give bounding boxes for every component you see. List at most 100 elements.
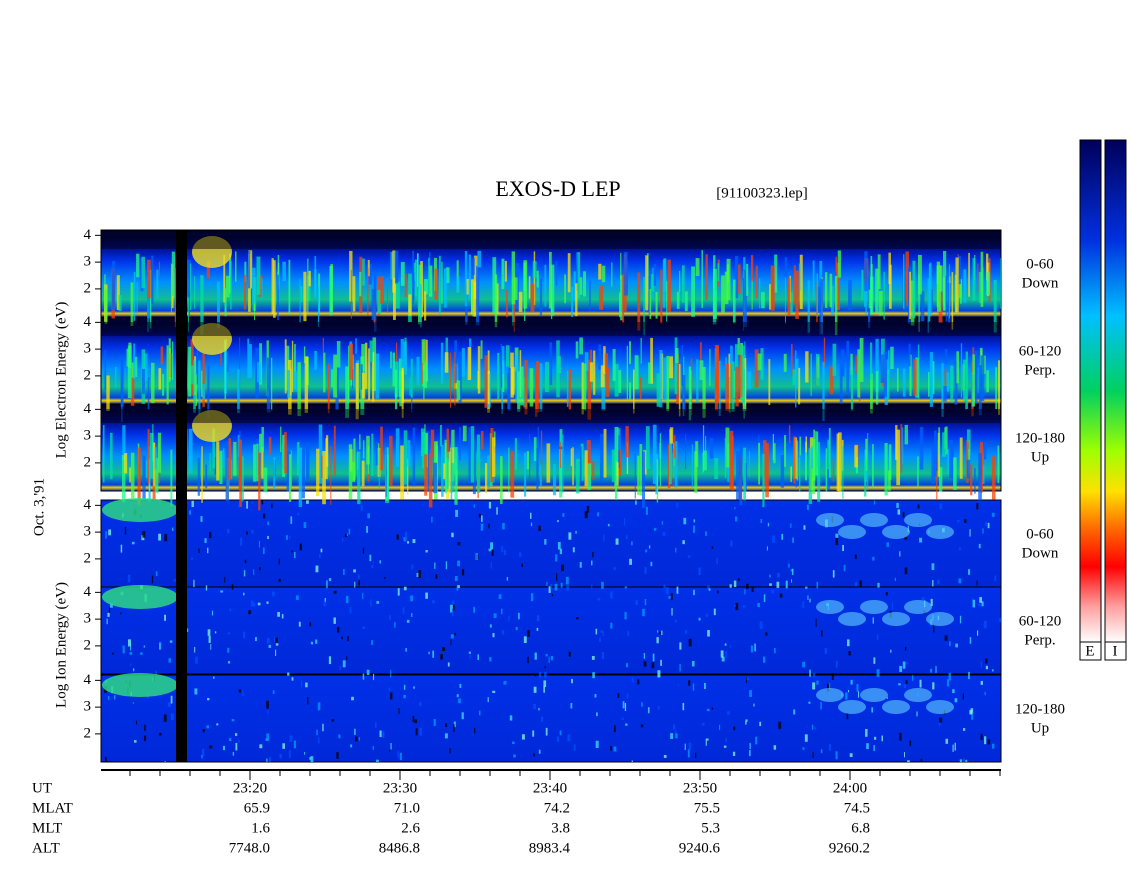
texture	[456, 586, 459, 591]
texture	[620, 275, 623, 321]
texture	[130, 643, 132, 651]
texture	[920, 758, 923, 762]
texture	[207, 697, 210, 701]
texture	[545, 653, 548, 657]
texture	[600, 630, 604, 633]
texture	[878, 291, 883, 316]
texture	[538, 525, 541, 531]
texture	[554, 583, 558, 591]
texture	[273, 260, 276, 318]
texture	[543, 680, 547, 688]
texture	[529, 433, 531, 479]
texture	[506, 289, 508, 318]
texture	[584, 352, 589, 372]
texture	[253, 444, 257, 482]
texture	[104, 274, 106, 313]
texture	[916, 711, 918, 717]
texture	[977, 603, 981, 607]
y-tick-label: 2	[84, 454, 92, 470]
texture	[214, 631, 217, 634]
texture	[242, 631, 246, 638]
texture	[635, 600, 638, 606]
texture	[880, 354, 885, 383]
texture	[496, 283, 499, 315]
texture	[811, 446, 813, 469]
texture	[141, 256, 146, 289]
texture	[266, 700, 269, 709]
texture	[434, 268, 439, 300]
texture	[101, 235, 1001, 249]
texture	[120, 544, 123, 553]
texture	[617, 693, 620, 698]
texture	[403, 694, 406, 699]
texture	[545, 362, 549, 393]
texture	[168, 338, 171, 382]
texture	[695, 258, 700, 277]
texture	[539, 464, 542, 487]
texture	[679, 642, 682, 650]
texture	[732, 751, 736, 756]
texture	[808, 701, 811, 704]
texture	[659, 349, 663, 408]
texture	[331, 369, 334, 388]
texture	[998, 360, 1001, 415]
texture	[286, 535, 288, 540]
texture	[500, 344, 503, 388]
texture	[457, 585, 460, 589]
texture	[968, 252, 970, 297]
texture	[333, 590, 337, 594]
texture	[693, 519, 696, 523]
texture	[234, 251, 237, 282]
texture	[407, 458, 409, 495]
texture	[248, 250, 253, 289]
texture	[527, 630, 530, 638]
texture	[556, 340, 560, 398]
texture	[502, 360, 505, 393]
texture	[919, 427, 924, 470]
texture	[840, 349, 845, 377]
texture	[793, 265, 796, 305]
texture	[936, 265, 941, 312]
texture	[324, 598, 327, 602]
texture	[787, 278, 791, 317]
texture	[472, 282, 474, 317]
texture	[929, 352, 934, 407]
texture	[159, 642, 161, 650]
texture	[599, 285, 604, 310]
texture	[660, 659, 662, 666]
texture	[623, 252, 628, 296]
texture	[256, 362, 261, 383]
texture	[605, 368, 610, 397]
texture	[637, 455, 640, 495]
texture	[562, 434, 564, 493]
texture	[718, 360, 721, 416]
texture	[917, 456, 919, 488]
texture	[451, 600, 455, 608]
texture	[903, 752, 906, 758]
texture	[671, 608, 673, 616]
texture	[785, 580, 788, 589]
texture	[133, 271, 136, 321]
texture	[784, 257, 788, 278]
texture	[315, 565, 319, 573]
y-tick-label: 3	[84, 341, 92, 357]
texture	[344, 533, 347, 538]
texture	[674, 441, 678, 488]
texture	[733, 580, 737, 588]
texture	[136, 282, 138, 315]
texture	[911, 675, 914, 681]
texture	[614, 363, 619, 397]
texture	[202, 384, 206, 400]
texture	[555, 554, 558, 562]
texture	[641, 451, 646, 509]
texture	[931, 445, 935, 484]
texture	[896, 368, 899, 392]
row-name: UT	[32, 780, 52, 796]
texture	[420, 284, 422, 328]
texture	[676, 586, 679, 594]
texture	[805, 351, 809, 383]
texture	[749, 690, 753, 697]
texture	[472, 440, 476, 495]
texture	[575, 341, 579, 359]
texture	[614, 426, 619, 476]
